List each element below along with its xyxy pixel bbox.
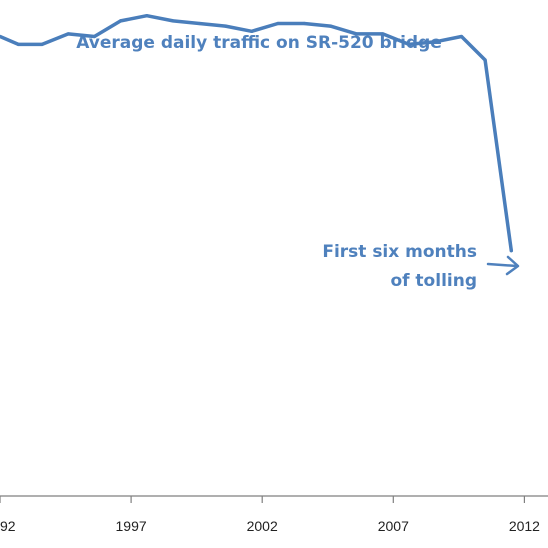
data-point-18	[459, 34, 464, 39]
x-axis-ticks	[0, 496, 526, 503]
data-point-13	[328, 24, 332, 28]
data-point-10	[250, 29, 254, 33]
x-tick-label: 1997	[116, 518, 147, 534]
x-tick-label: 2002	[247, 518, 278, 534]
chart-title: Average daily traffic on SR-520 bridge	[76, 33, 442, 53]
data-point-14	[354, 32, 359, 36]
data-point-7	[171, 19, 175, 23]
data-point-12	[302, 21, 306, 26]
data-point-5	[119, 19, 123, 23]
data-point-3	[66, 32, 70, 36]
data-point-6	[145, 14, 149, 18]
data-point-9	[223, 24, 228, 28]
data-point-2	[40, 42, 44, 46]
data-point-1	[16, 42, 20, 46]
x-axis-tick-labels: 1992 1997 2002 2007 2012	[0, 518, 540, 534]
data-point-15	[381, 32, 385, 36]
data-point-17	[433, 40, 437, 44]
annotation-line-1: First six months	[322, 242, 477, 262]
x-tick-label: 1992	[0, 518, 16, 534]
data-point-11	[276, 21, 280, 26]
data-point-8	[197, 21, 201, 26]
annotation-arrow	[486, 255, 520, 276]
annotation-line-2: of tolling	[390, 271, 477, 291]
data-point-19	[483, 58, 487, 62]
data-point-20	[509, 249, 513, 253]
series-points	[0, 14, 513, 253]
data-point-4	[92, 34, 96, 39]
x-tick-label: 2012	[509, 518, 540, 534]
data-point-16	[407, 42, 411, 46]
data-point-0	[0, 34, 2, 39]
x-tick-label: 2007	[378, 518, 409, 534]
